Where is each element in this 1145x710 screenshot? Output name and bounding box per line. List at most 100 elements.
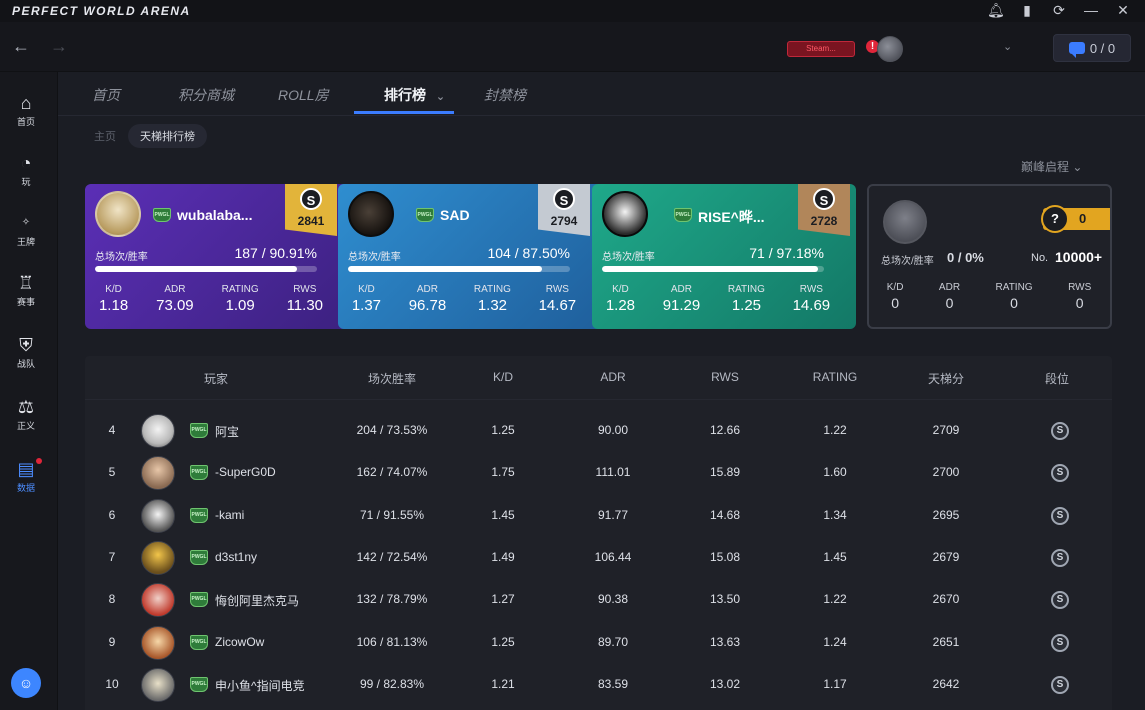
cell-rating: 1.60 (823, 465, 847, 480)
sidebar-item-stats[interactable]: ▤ 数据 (0, 458, 52, 494)
leaderboard-table: 玩家 场次胜率 K/D ADR RWS RATING 天梯分 段位 4 PWGL 阿… (85, 356, 1112, 710)
metric-rating: RATING 0 (996, 282, 1033, 311)
tab-points-mall[interactable]: 积分商城 (178, 87, 234, 103)
avatar[interactable] (141, 456, 175, 491)
metric-label: ADR (416, 284, 439, 295)
minimize-icon[interactable]: — (1084, 2, 1098, 18)
metric-label: ADR (670, 284, 693, 295)
avatar (883, 200, 927, 244)
metric-label: ADR (164, 284, 186, 295)
cell-player-name[interactable]: 阿宝 (215, 425, 240, 439)
cell-player-name[interactable]: -kami (215, 507, 245, 522)
pwgl-icon: PWGL (190, 592, 208, 608)
metric-kd: K/D 0 (887, 282, 904, 311)
metric-value: 1.37 (351, 297, 382, 314)
sidebar-item-play[interactable]: ◔ 玩 (0, 152, 52, 188)
matches-winrate-value: 104 / 87.50% (487, 245, 570, 261)
table-row[interactable]: 10 PWGL 申小鱼^指间电竞 99 / 82.83% 1.21 83.59 13.02 1… (85, 664, 1112, 706)
rank-no-value: 10000+ (1055, 249, 1103, 265)
chevron-down-icon[interactable]: ⌄ (1003, 41, 1013, 53)
close-icon[interactable]: ✕ (1117, 2, 1129, 18)
metric-label: RATING (995, 282, 1033, 293)
avatar[interactable] (141, 667, 175, 702)
pwgl-icon: PWGL (190, 676, 208, 692)
my-rank-card[interactable]: ? 0 总场次/胜率 0 / 0% No. 10000+ K/D 0 ADR 0 R… (867, 184, 1112, 329)
sidebar-item-label: 战队 (16, 359, 35, 369)
avatar[interactable] (141, 583, 175, 618)
cell-kd: 1.25 (491, 634, 515, 649)
season-select[interactable]: 巅峰启程 ⌄ (1021, 160, 1083, 174)
cell-player-name[interactable]: -SuperG0D (215, 465, 276, 480)
unknown-tier-icon: ? (1041, 205, 1069, 233)
message-button[interactable]: 0 / 0 (1053, 34, 1131, 62)
cell-adr: 90.00 (597, 423, 629, 437)
metric-adr: ADR 73.09 (156, 284, 194, 314)
column-header-kd: K/D (492, 370, 514, 384)
cell-rank: 7 (108, 549, 116, 564)
metric-label: RATING (727, 284, 765, 295)
card-metrics: K/D 0 ADR 0 RATING 0 RWS 0 (869, 282, 1109, 311)
tab-home[interactable]: 首页 (92, 87, 120, 103)
title-bar: PERFECT WORLD ARENA 🔔︎ ▮ ⟳ — ✕ (0, 0, 1145, 22)
cell-player-name[interactable]: 悔创阿里杰克马 (215, 594, 300, 609)
avatar[interactable] (141, 625, 175, 660)
tab-ban-list[interactable]: 封禁榜 (484, 87, 526, 103)
sidebar-item-team[interactable]: ⛨ 战队 (0, 334, 52, 370)
top-player-card-1[interactable]: PWGL wubalaba... S 2841 总场次/胜率 187 / 90.… (85, 184, 349, 329)
cell-kd: 1.75 (491, 465, 515, 480)
promo-badge[interactable]: Steam... (787, 41, 855, 57)
card-metrics: K/D 1.28 ADR 91.29 RATING 1.25 RWS 14.69 (592, 284, 844, 314)
tab-leaderboard[interactable]: 排行榜 ⌄ (384, 85, 445, 105)
avatar[interactable] (141, 540, 175, 575)
breadcrumb-home[interactable]: 主页 (94, 131, 116, 143)
cell-rws: 12.66 (709, 423, 741, 437)
winrate-progress (348, 266, 570, 272)
avatar[interactable] (141, 498, 175, 533)
cell-kd: 1.21 (491, 676, 515, 691)
metric-value: 1.25 (731, 297, 762, 314)
sidebar-item-label: 首页 (16, 117, 35, 127)
avatar[interactable] (141, 414, 175, 448)
sidebar-item-justice[interactable]: ⚖ 正义 (0, 396, 52, 432)
cell-player-name[interactable]: 申小鱼^指间电竞 (215, 678, 305, 693)
matches-winrate-label: 总场次/胜率 (602, 252, 655, 263)
bell-icon[interactable]: 🔔︎ (987, 2, 1005, 18)
sidebar-item-ace[interactable]: ✧ 王牌 (0, 212, 52, 248)
refresh-icon[interactable]: ⟳ (1053, 2, 1065, 18)
winrate-progress-fill (602, 266, 818, 272)
table-row[interactable]: 6 PWGL -kami 71 / 91.55% 1.45 91.77 14.68 1.34 2… (85, 495, 1112, 537)
metric-value: 1.32 (477, 297, 508, 314)
cell-rank: 4 (108, 423, 116, 437)
metric-rws: RWS 0 (1068, 282, 1091, 311)
table-row[interactable]: 8 PWGL 悔创阿里杰克马 132 / 78.79% 1.27 90.38 13.50 1.… (85, 579, 1112, 621)
matches-winrate-value: 0 / 0% (947, 250, 984, 265)
cell-record: 204 / 73.53% (356, 423, 428, 437)
tab-roll-room[interactable]: ROLL房 (278, 87, 329, 103)
user-avatar[interactable] (877, 36, 903, 62)
top-player-card-2[interactable]: PWGL SAD S 2794 总场次/胜率 104 / 87.50% K/D 1… (338, 184, 602, 329)
metric-rws: RWS 14.67 (539, 284, 577, 314)
top-player-card-3[interactable]: PWGL RISE^晔... S 2728 总场次/胜率 71 / 97.18%… (592, 184, 856, 329)
pwgl-icon: PWGL (416, 208, 434, 222)
metric-value: 96.78 (408, 297, 447, 314)
cell-kd: 1.27 (491, 592, 515, 607)
table-row[interactable]: 9 PWGL ZicowOw 106 / 81.13% 1.25 89.70 13.63 1.… (85, 622, 1112, 664)
assistant-icon[interactable]: ☺ (11, 668, 41, 698)
sidebar-item-label: 正义 (16, 421, 35, 431)
metric-value: 73.09 (156, 297, 194, 314)
cell-player-name[interactable]: d3st1ny (215, 549, 258, 564)
metric-label: RWS (1068, 282, 1092, 293)
table-row[interactable]: 5 PWGL -SuperG0D 162 / 74.07% 1.75 111.01 15.8… (85, 452, 1112, 494)
cell-rating: 1.22 (823, 592, 847, 607)
signal-icon[interactable]: ▮ (1023, 2, 1031, 18)
table-row[interactable]: 4 PWGL 阿宝 204 / 73.53% 1.25 90.00 12.66 1.22 270… (85, 410, 1112, 452)
cell-player-name[interactable]: ZicowOw (215, 634, 265, 649)
sidebar-item-events[interactable]: ♖ 赛事 (0, 272, 52, 308)
cell-score: 2709 (932, 423, 960, 437)
cell-rating: 1.22 (823, 423, 847, 437)
table-row[interactable]: 7 PWGL d3st1ny 142 / 72.54% 1.49 106.44 15.08 1… (85, 537, 1112, 579)
sidebar-item-home[interactable]: ⌂ 首页 (0, 92, 52, 128)
forward-arrow-icon[interactable]: → (50, 36, 68, 56)
pwgl-icon: PWGL (190, 634, 208, 650)
back-arrow-icon[interactable]: ← (12, 36, 30, 56)
